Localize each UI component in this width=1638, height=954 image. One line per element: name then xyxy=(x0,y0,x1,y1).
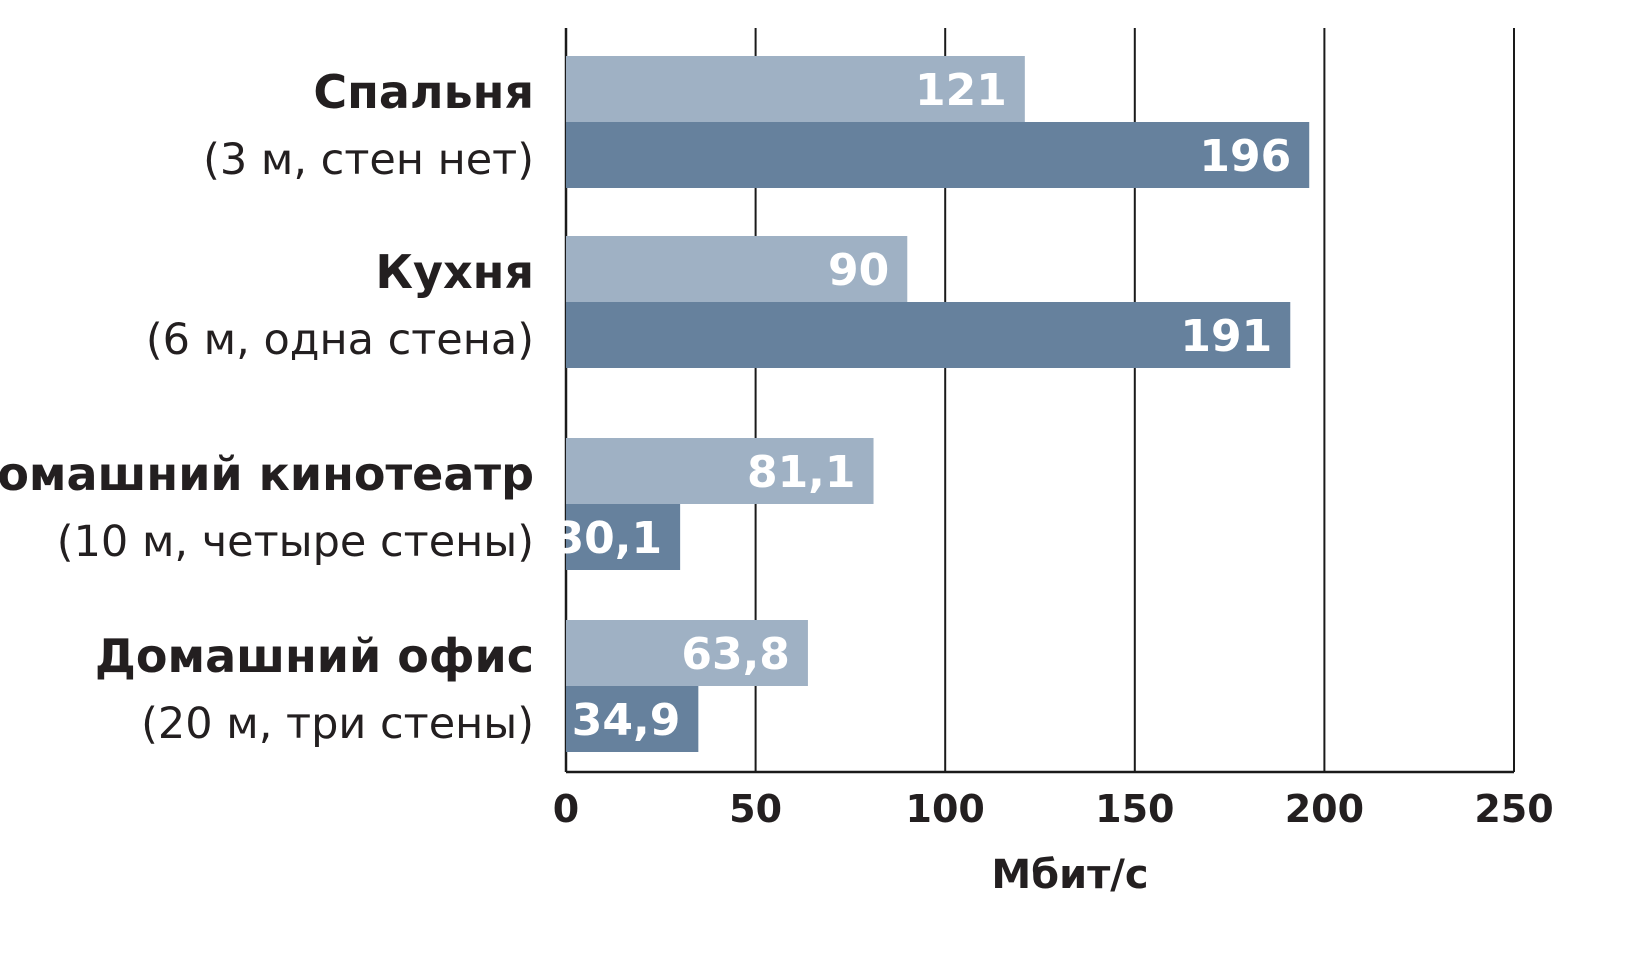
bar-value-label: 63,8 xyxy=(681,629,790,680)
bars: 121 196 90 191 81,1 30,1 63,834,9 xyxy=(554,56,1310,752)
bar-dark-2 xyxy=(566,504,681,570)
bar-light-1 xyxy=(566,236,908,302)
bar-dark-3 xyxy=(566,686,699,752)
category-subtitle: (20 м, три стены) xyxy=(141,699,534,749)
bar-value-label: 90 xyxy=(828,245,889,296)
bar-value-label: 121 xyxy=(915,65,1007,116)
bar-value-label: 81,1 xyxy=(747,447,856,498)
x-tick-label: 50 xyxy=(729,787,782,831)
bar-dark-0 xyxy=(566,122,1310,188)
bar-value-label: 30,1 xyxy=(554,513,663,564)
bar-light-3 xyxy=(566,620,808,686)
bar-value-label: 191 xyxy=(1180,311,1272,362)
category-subtitle: (10 м, четыре стены) xyxy=(57,517,534,567)
bar-value-label: 196 xyxy=(1199,131,1291,182)
bar-light-2 xyxy=(566,438,874,504)
category-title: Спальня xyxy=(313,65,534,119)
bar-dark-1 xyxy=(566,302,1291,368)
bar-light-0 xyxy=(566,56,1025,122)
x-tick-label: 150 xyxy=(1095,787,1174,831)
category-labels: Спальня (3 м, стен нет) Кухня (6 м, одна ст… xyxy=(0,65,534,749)
bar-value-label: 34,9 xyxy=(572,695,681,746)
category-title: Кухня xyxy=(375,245,534,299)
x-axis-ticks: 0 50 100 150 200 250 xyxy=(553,787,1554,831)
category-title: Домашний офис xyxy=(95,629,534,683)
x-tick-label: 250 xyxy=(1474,787,1553,831)
category-title: Домашний кинотеатр xyxy=(0,447,534,501)
x-tick-label: 100 xyxy=(906,787,985,831)
x-tick-label: 0 xyxy=(553,787,579,831)
category-subtitle: (6 м, одна стена) xyxy=(146,315,534,365)
x-axis-title: Мбит/с xyxy=(991,852,1148,898)
x-tick-label: 200 xyxy=(1285,787,1364,831)
category-subtitle: (3 м, стен нет) xyxy=(203,135,534,185)
